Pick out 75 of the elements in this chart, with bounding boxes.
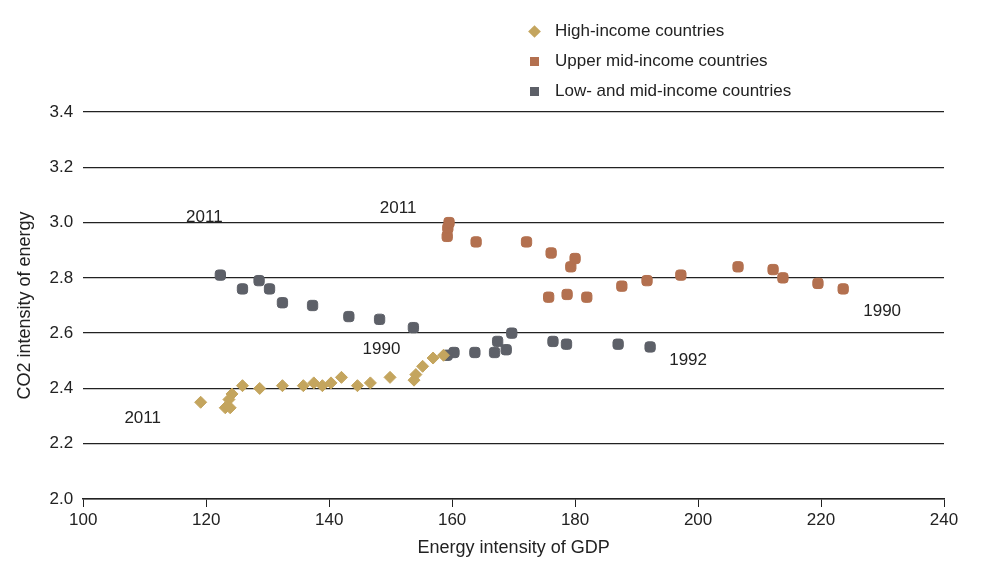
point: [334, 370, 348, 384]
point: [383, 370, 397, 384]
y-tick-label: 3.0: [49, 212, 74, 232]
y-tick-label: 2.6: [49, 322, 74, 342]
point: [306, 299, 319, 312]
point: [767, 263, 779, 276]
y-tick-label: 2.2: [49, 433, 74, 453]
annotation: 2011: [124, 407, 161, 427]
point: [253, 381, 267, 395]
annotation: 1990: [863, 300, 902, 320]
y-tick-label: 3.2: [49, 156, 74, 176]
point: [491, 335, 504, 348]
point: [644, 341, 656, 353]
point: [837, 283, 849, 295]
y-axis-title: CO2 intensity of energy: [13, 211, 34, 400]
point: [500, 344, 512, 356]
point: [488, 346, 501, 359]
point: [569, 252, 581, 265]
annotation: 2011: [186, 206, 223, 226]
point: [416, 359, 430, 373]
point: [581, 291, 593, 303]
point: [443, 216, 455, 229]
point: [506, 327, 518, 339]
point: [561, 288, 573, 301]
y-tick-label: 2.4: [49, 378, 74, 398]
point: [363, 376, 377, 390]
point: [612, 338, 624, 350]
point: [426, 351, 440, 365]
point: [373, 313, 386, 325]
x-tick-label: 100: [69, 509, 98, 529]
point: [437, 348, 451, 362]
point: [560, 338, 573, 350]
x-tick-label: 200: [683, 509, 713, 529]
point: [236, 283, 249, 295]
annotation: 1992: [669, 349, 708, 369]
point: [469, 346, 481, 359]
point: [812, 277, 824, 290]
point: [616, 280, 628, 292]
point: [307, 376, 321, 390]
point: [547, 335, 559, 348]
y-tick-label: 3.4: [49, 101, 74, 121]
x-axis-title: Energy intensity of GDP: [417, 537, 610, 558]
point: [543, 291, 555, 303]
x-tick-label: 160: [437, 509, 467, 529]
x-tick-label: 220: [806, 509, 836, 529]
point: [732, 261, 744, 273]
point: [407, 321, 420, 334]
point: [194, 395, 208, 409]
point: [641, 274, 653, 287]
legend-label: High-income countries: [555, 21, 725, 41]
point: [275, 379, 289, 393]
point: [520, 236, 533, 248]
point: [235, 379, 249, 393]
point: [253, 274, 265, 287]
x-tick-label: 240: [929, 509, 959, 529]
y-tick-label: 2.0: [49, 488, 74, 508]
x-tick-label: 120: [192, 509, 221, 529]
point: [545, 247, 557, 259]
point: [470, 236, 482, 248]
point: [675, 269, 687, 281]
legend-label: Upper mid-income countries: [555, 51, 768, 71]
point: [263, 283, 276, 295]
point: [777, 272, 789, 284]
legend-label: Low- and mid-income countries: [555, 81, 792, 101]
point: [276, 297, 289, 309]
point: [214, 269, 226, 281]
point: [324, 376, 338, 390]
point: [350, 379, 364, 393]
annotation: 1990: [362, 338, 401, 358]
annotation: 2011: [379, 198, 417, 218]
point: [296, 379, 310, 393]
point: [343, 310, 355, 323]
x-tick-label: 180: [560, 509, 590, 529]
y-tick-label: 2.8: [49, 267, 74, 287]
x-tick-label: 140: [314, 509, 344, 529]
